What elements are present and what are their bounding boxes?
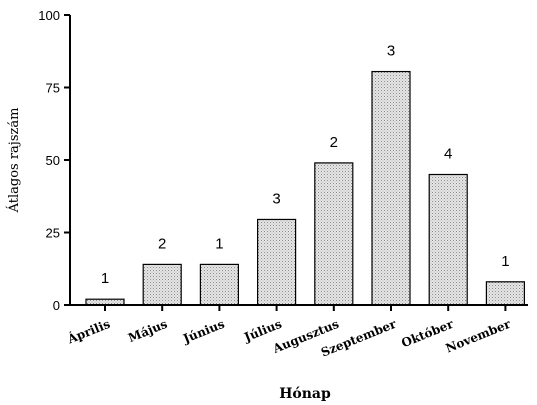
bar-value-label: 3 (272, 190, 280, 207)
bar-value-label: 2 (330, 134, 338, 151)
bar-november (485, 281, 525, 306)
bar-július (257, 218, 297, 306)
x-tick-label: Június (180, 317, 226, 347)
bar-június (199, 263, 239, 306)
y-tick-label: 0 (53, 298, 60, 313)
bar-augusztus (314, 162, 354, 306)
y-tick-label: 50 (46, 153, 60, 168)
bar-október (428, 173, 468, 306)
x-tick-label: Május (126, 317, 169, 345)
bar-value-labels: 1 2 1 3 2 3 4 1 (101, 43, 510, 288)
bar-value-label: 4 (444, 146, 452, 163)
bar-value-label: 1 (101, 270, 109, 287)
x-tick-label: Április (64, 316, 112, 347)
bars-layer (85, 70, 525, 306)
y-tick-label: 75 (46, 81, 60, 96)
y-tick-labels: 0 25 50 75 100 (38, 8, 60, 313)
x-tick-label: November (444, 317, 514, 356)
y-tick-label: 100 (38, 8, 60, 23)
x-axis-title: Hónap (279, 386, 331, 402)
x-tick-labels: Április Május Június JúliusAugusztusSzeptem… (64, 316, 513, 360)
bar-value-label: 1 (501, 253, 509, 270)
bar-május (142, 263, 182, 306)
y-tick-label: 25 (46, 226, 60, 241)
bar-szeptember (371, 70, 411, 306)
y-axis-title: Átlagos rajszám (6, 108, 22, 214)
axes-layer (64, 14, 528, 311)
bar-value-label: 2 (158, 235, 166, 252)
bar-value-label: 3 (387, 43, 395, 60)
bar-value-label: 1 (215, 235, 223, 252)
